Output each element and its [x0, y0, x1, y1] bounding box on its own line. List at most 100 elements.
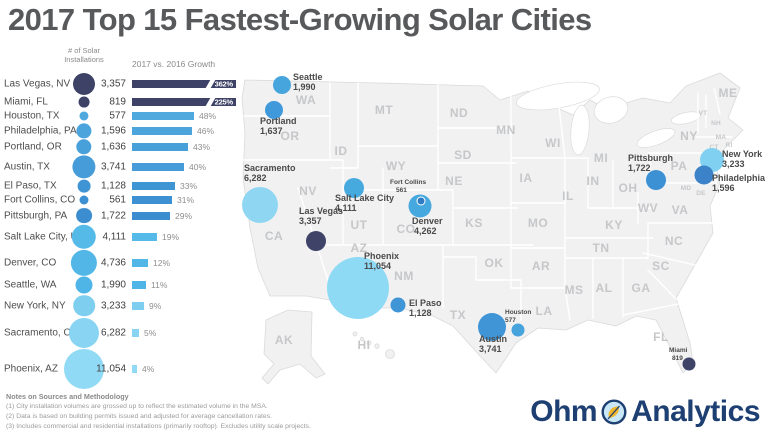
bar-chart-rows: Las Vegas, NV 3,357 362% Miami, FL 819 225% Ho… — [0, 72, 244, 389]
hawaii-islands — [352, 331, 395, 359]
installations-circle — [70, 249, 98, 276]
state-label-ok: OK — [485, 256, 504, 270]
city-name-label-houston: Houston — [505, 309, 531, 316]
chart-row: El Paso, TX 1,128 33% — [0, 179, 244, 193]
state-label-de: DE — [696, 190, 706, 197]
growth-percent-label: 43% — [193, 142, 211, 152]
installations-column-header: # of Solar Installations — [64, 46, 104, 65]
page-title: 2017 Top 15 Fastest-Growing Solar Cities — [8, 2, 592, 37]
city-bubble-fort-collins — [416, 196, 426, 206]
growth-bar — [132, 196, 172, 204]
state-label-nv: NV — [299, 184, 317, 198]
state-labels-layer: WA OR CA NV ID MT WY UT AZ CO NM ND SD NE KS OK TX MN IA MO… — [265, 86, 738, 352]
city-bubble-seattle — [273, 76, 291, 94]
installations-value: 1,990 — [100, 279, 126, 291]
state-label-ca: CA — [265, 229, 283, 243]
city-bubble-austin — [478, 313, 506, 341]
methodology-notes: Notes on Sources and Methodology (1) Cit… — [6, 392, 311, 432]
installations-value: 1,128 — [100, 180, 126, 192]
us-map: WA OR CA NV ID MT WY UT AZ CO NM ND SD NE KS OK TX MN IA MO… — [241, 72, 766, 385]
state-label-tx: TX — [450, 308, 466, 322]
city-value-label-philadelphia: 1,596 — [712, 183, 735, 193]
lake-huron — [593, 96, 629, 124]
city-name-label-portland: Portland — [260, 116, 297, 126]
growth-percent-label: 11% — [151, 280, 168, 290]
state-label-tn: TN — [593, 241, 610, 255]
city-value-label-sacramento: 6,282 — [244, 173, 267, 183]
chart-row: Seattle, WA 1,990 11% — [0, 276, 244, 294]
chart-row: Austin, TX 3,741 40% — [0, 155, 244, 179]
state-label-la: LA — [536, 304, 553, 318]
installations-value: 3,357 — [100, 78, 126, 89]
bar-chart-header: # of Solar Installations 2017 vs. 2016 G… — [0, 46, 244, 72]
state-label-sc: SC — [652, 259, 670, 273]
bar-chart-panel: # of Solar Installations 2017 vs. 2016 G… — [0, 46, 244, 389]
growth-bar: 225% — [132, 96, 236, 108]
lake-michigan — [570, 104, 590, 156]
city-name-label-sacramento: Sacramento — [244, 163, 296, 173]
growth-percent-label: 4% — [142, 363, 155, 374]
row-city-label: Salt Lake City, UT — [4, 231, 84, 242]
chart-row: Miami, FL 819 225% — [0, 95, 244, 109]
state-label-me: ME — [719, 86, 738, 100]
installations-circle — [76, 139, 92, 155]
growth-column-header: 2017 vs. 2016 Growth — [132, 59, 216, 69]
growth-bar — [132, 281, 146, 289]
chart-row: Phoenix, AZ 11,054 4% — [0, 348, 244, 389]
city-value-label-miami: 819 — [672, 355, 683, 362]
city-name-label-philadelphia: Philadelphia — [712, 173, 766, 183]
chart-row: Sacramento, CA 6,282 5% — [0, 317, 244, 348]
row-city-label: Austin, TX — [4, 161, 50, 173]
city-bubble-portland — [265, 101, 283, 119]
growth-bar — [132, 143, 188, 151]
installations-value: 11,054 — [96, 363, 126, 374]
city-bubble-phoenix — [327, 257, 389, 319]
lake-erie — [636, 128, 676, 148]
installations-value: 3,741 — [100, 161, 126, 173]
row-city-label: Seattle, WA — [4, 279, 57, 291]
row-city-label: Fort Collins, CO — [4, 194, 76, 206]
city-name-label-fort-collins: Fort Collins — [390, 179, 426, 186]
growth-bar — [132, 211, 170, 220]
city-value-label-salt-lake-city: 4,111 — [335, 203, 357, 213]
installations-value: 3,233 — [100, 300, 126, 311]
city-value-label-las-vegas: 3,357 — [299, 216, 322, 226]
state-label-ma: MA — [716, 134, 727, 141]
state-label-md: MD — [681, 185, 692, 192]
state-label-wy: WY — [386, 159, 406, 173]
chart-row: New York, NY 3,233 9% — [0, 294, 244, 317]
city-bubble-el-paso — [390, 297, 406, 313]
notes-line: (1) City installation volumes are grosse… — [6, 403, 268, 411]
state-label-ct: CT — [709, 144, 718, 151]
state-label-wv: WV — [638, 201, 658, 215]
notes-line: (2) Data is based on building permits is… — [6, 413, 272, 421]
installations-value: 4,736 — [100, 257, 126, 268]
growth-bar — [132, 364, 137, 373]
city-value-label-new-york: 3,233 — [722, 159, 745, 169]
installations-circle — [71, 224, 97, 249]
installations-circle — [73, 294, 95, 317]
city-name-label-miami: Miami — [669, 347, 688, 354]
city-value-label-denver: 4,262 — [414, 226, 437, 236]
installations-circle — [72, 155, 96, 179]
city-name-label-seattle: Seattle — [293, 72, 323, 82]
row-city-label: Portland, OR — [4, 141, 62, 153]
installations-value: 819 — [109, 96, 126, 108]
city-name-label-denver: Denver — [412, 216, 443, 226]
city-bubble-sacramento — [242, 187, 278, 223]
state-label-hi: HI — [358, 338, 371, 352]
state-label-in: IN — [587, 174, 600, 188]
state-label-mt: MT — [375, 103, 393, 117]
row-city-label: El Paso, TX — [4, 180, 57, 192]
installations-circle — [68, 317, 100, 348]
installations-value: 6,282 — [100, 327, 126, 338]
row-city-label: Las Vegas, NV — [4, 78, 71, 89]
installations-value: 1,596 — [100, 125, 126, 137]
state-label-nh: NH — [711, 120, 721, 127]
chart-row: Houston, TX 577 48% — [0, 109, 244, 123]
installations-circle — [76, 123, 92, 139]
installations-circle — [78, 96, 90, 108]
state-label-ut: UT — [351, 218, 368, 232]
logo-text-ohm: Ohm — [530, 395, 598, 428]
